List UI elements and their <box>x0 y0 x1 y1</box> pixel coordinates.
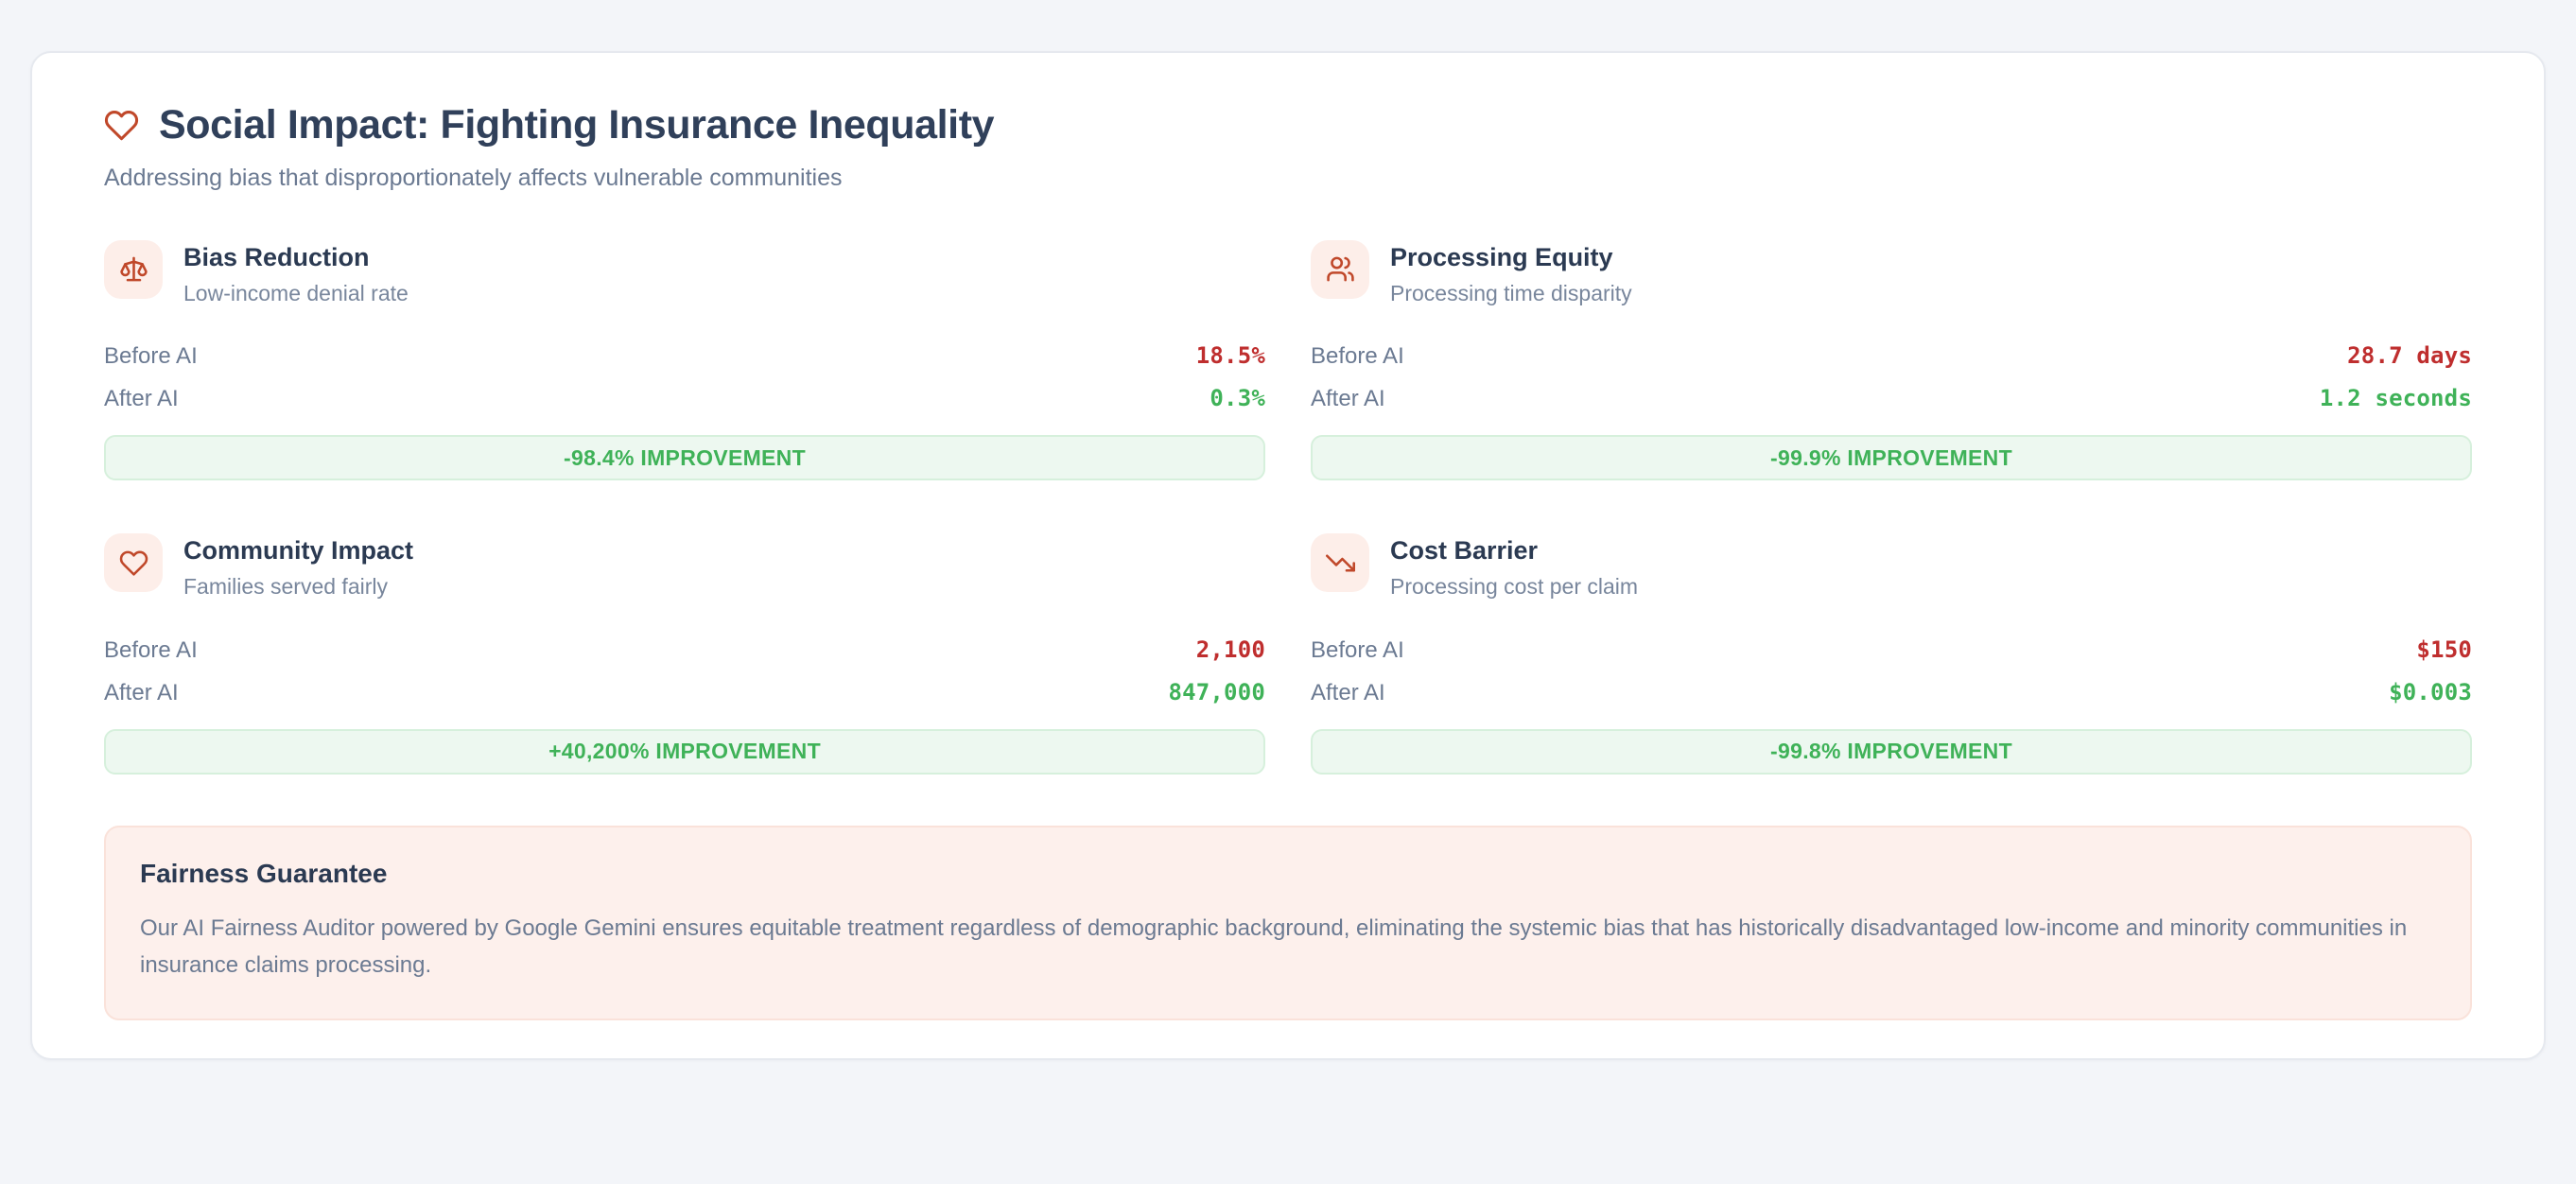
users-icon <box>1326 256 1354 282</box>
metric-card-processing-equity: Processing Equity Processing time dispar… <box>1311 239 2472 481</box>
page-title: Social Impact: Fighting Insurance Inequa… <box>159 102 995 148</box>
metric-row-before: Before AI 18.5% <box>104 335 1265 377</box>
metric-description: Processing cost per claim <box>1390 574 1639 600</box>
after-value: 847,000 <box>1168 678 1265 705</box>
metric-description: Processing time disparity <box>1390 280 1632 305</box>
social-impact-panel: Social Impact: Fighting Insurance Inequa… <box>30 51 2546 1061</box>
heart-icon <box>104 111 139 141</box>
metric-row-before: Before AI $150 <box>1311 629 2472 671</box>
metric-titles: Cost Barrier Processing cost per claim <box>1390 533 1638 601</box>
before-value: 28.7 days <box>2347 342 2472 370</box>
after-value: 0.3% <box>1210 385 1265 412</box>
metric-rows: Before AI $150 After AI $0.003 <box>1311 629 2472 714</box>
metric-name: Community Impact <box>183 536 414 566</box>
before-label: Before AI <box>104 636 198 663</box>
metric-header: Bias Reduction Low-income denial rate <box>104 239 1265 307</box>
metric-titles: Bias Reduction Low-income denial rate <box>183 240 409 307</box>
scales-balance-icon <box>119 256 148 282</box>
fairness-title: Fairness Guarantee <box>140 858 388 888</box>
fairness-guarantee-callout: Fairness Guarantee Our AI Fairness Audit… <box>104 825 2472 1021</box>
improvement-badge: -99.8% IMPROVEMENT <box>1311 728 2472 775</box>
metric-row-after: After AI 0.3% <box>104 377 1265 420</box>
metric-rows: Before AI 2,100 After AI 847,000 <box>104 629 1265 714</box>
before-value: 2,100 <box>1195 636 1265 663</box>
after-label: After AI <box>104 386 179 412</box>
metric-titles: Processing Equity Processing time dispar… <box>1390 240 1632 307</box>
metric-header: Processing Equity Processing time dispar… <box>1311 239 2472 307</box>
before-label: Before AI <box>1311 636 1404 663</box>
metric-icon-container <box>104 533 163 593</box>
metric-name: Processing Equity <box>1390 242 1613 271</box>
metric-icon-container <box>104 239 163 299</box>
metric-card-community-impact: Community Impact Families served fairly … <box>104 533 1265 775</box>
heart-icon <box>119 550 148 576</box>
after-label: After AI <box>1311 679 1385 705</box>
metric-icon-container <box>1311 533 1369 593</box>
improvement-badge: -98.4% IMPROVEMENT <box>104 435 1265 481</box>
improvement-label: -99.9% IMPROVEMENT <box>1770 444 2012 470</box>
metric-description: Families served fairly <box>183 574 388 600</box>
metric-icon-container <box>1311 239 1369 299</box>
before-value: $150 <box>2416 636 2472 663</box>
improvement-label: -98.4% IMPROVEMENT <box>564 444 806 470</box>
after-value: 1.2 seconds <box>2319 385 2472 412</box>
before-label: Before AI <box>104 343 198 370</box>
after-label: After AI <box>1311 386 1385 412</box>
metric-description: Low-income denial rate <box>183 280 409 305</box>
page-subtitle: Addressing bias that disproportionately … <box>104 165 843 192</box>
metric-rows: Before AI 18.5% After AI 0.3% <box>104 335 1265 420</box>
metric-grid: Bias Reduction Low-income denial rate Be… <box>74 239 2502 775</box>
metric-name: Cost Barrier <box>1390 536 1539 566</box>
metric-row-before: Before AI 2,100 <box>104 629 1265 671</box>
metric-row-before: Before AI 28.7 days <box>1311 335 2472 377</box>
trending-down-icon <box>1325 554 1355 572</box>
metric-card-bias-reduction: Bias Reduction Low-income denial rate Be… <box>104 239 1265 481</box>
improvement-badge: -99.9% IMPROVEMENT <box>1311 435 2472 481</box>
after-label: After AI <box>104 679 179 705</box>
panel-header: Social Impact: Fighting Insurance Inequa… <box>74 93 2502 194</box>
metric-name: Bias Reduction <box>183 242 370 271</box>
metric-card-cost-barrier: Cost Barrier Processing cost per claim B… <box>1311 533 2472 775</box>
metric-row-after: After AI $0.003 <box>1311 671 2472 714</box>
metric-titles: Community Impact Families served fairly <box>183 533 413 601</box>
metric-header: Community Impact Families served fairly <box>104 533 1265 601</box>
after-value: $0.003 <box>2389 678 2472 705</box>
fairness-body: Our AI Fairness Auditor powered by Googl… <box>140 914 2408 979</box>
metric-header: Cost Barrier Processing cost per claim <box>1311 533 2472 601</box>
title-row: Social Impact: Fighting Insurance Inequa… <box>104 102 2472 148</box>
metric-row-after: After AI 1.2 seconds <box>1311 377 2472 420</box>
metric-rows: Before AI 28.7 days After AI 1.2 seconds <box>1311 335 2472 420</box>
improvement-badge: +40,200% IMPROVEMENT <box>104 728 1265 775</box>
improvement-label: -99.8% IMPROVEMENT <box>1770 739 2012 764</box>
metric-row-after: After AI 847,000 <box>104 671 1265 714</box>
improvement-label: +40,200% IMPROVEMENT <box>548 739 821 764</box>
before-value: 18.5% <box>1195 342 1265 370</box>
before-label: Before AI <box>1311 343 1404 370</box>
